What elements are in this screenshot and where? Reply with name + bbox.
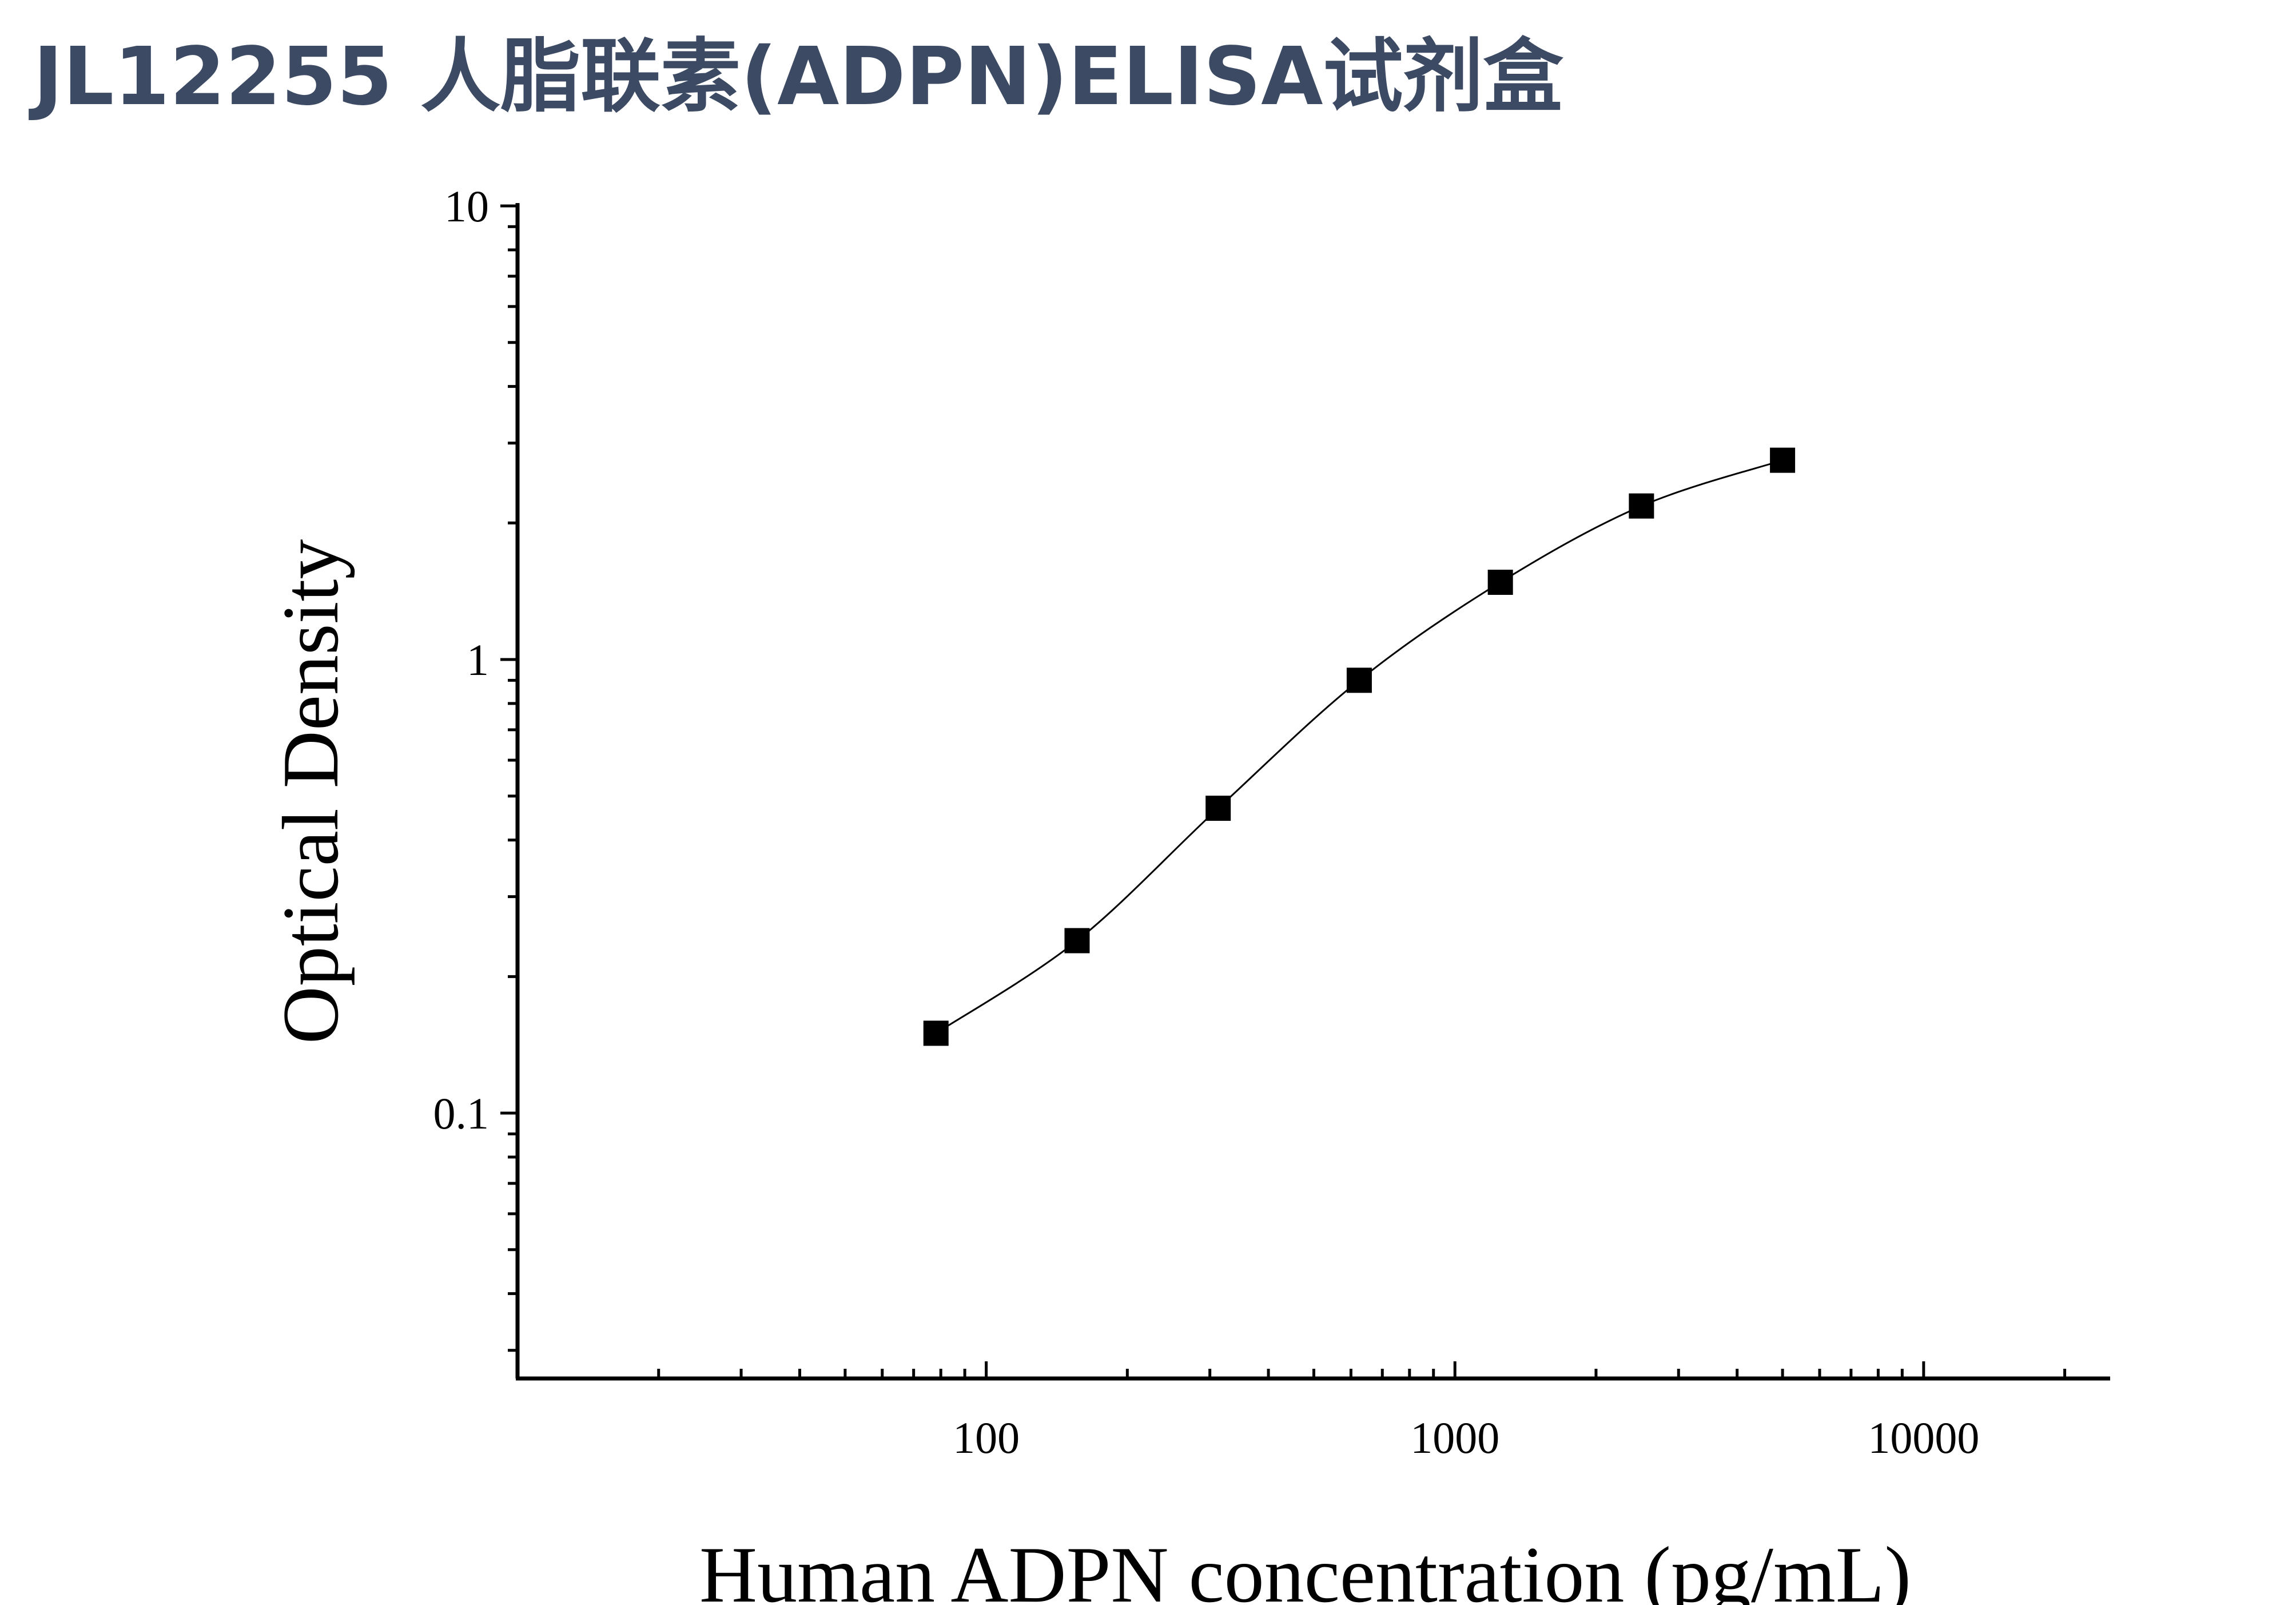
data-point [1629, 493, 1654, 519]
y-tick-label: 10 [444, 181, 489, 231]
data-points [923, 447, 1796, 1046]
y-axis-title: Optical Density [266, 539, 355, 1044]
tick-labels: 0.1 1 10 100 1000 10000 [433, 181, 1980, 1463]
data-point [1064, 928, 1090, 954]
data-point [1205, 796, 1231, 821]
x-tick-label: 10000 [1868, 1413, 1979, 1463]
page-title: JL12255 人脂联素(ADPN)ELISA试剂盒 [33, 30, 1563, 124]
y-tick-label: 0.1 [433, 1088, 490, 1138]
x-tick-label: 100 [953, 1413, 1020, 1463]
x-tick-label: 1000 [1410, 1413, 1499, 1463]
fit-curve [935, 459, 1783, 1034]
data-point [923, 1020, 949, 1046]
data-point [1346, 668, 1372, 693]
x-axis-title: Human ADPN concentration (pg/mL) [699, 1531, 1911, 1605]
axes [515, 203, 2110, 1381]
y-tick-label: 1 [467, 635, 489, 685]
fit-curve-group [935, 459, 1783, 1034]
ticks [500, 204, 2067, 1378]
data-point [1770, 447, 1796, 473]
data-point [1487, 570, 1513, 595]
